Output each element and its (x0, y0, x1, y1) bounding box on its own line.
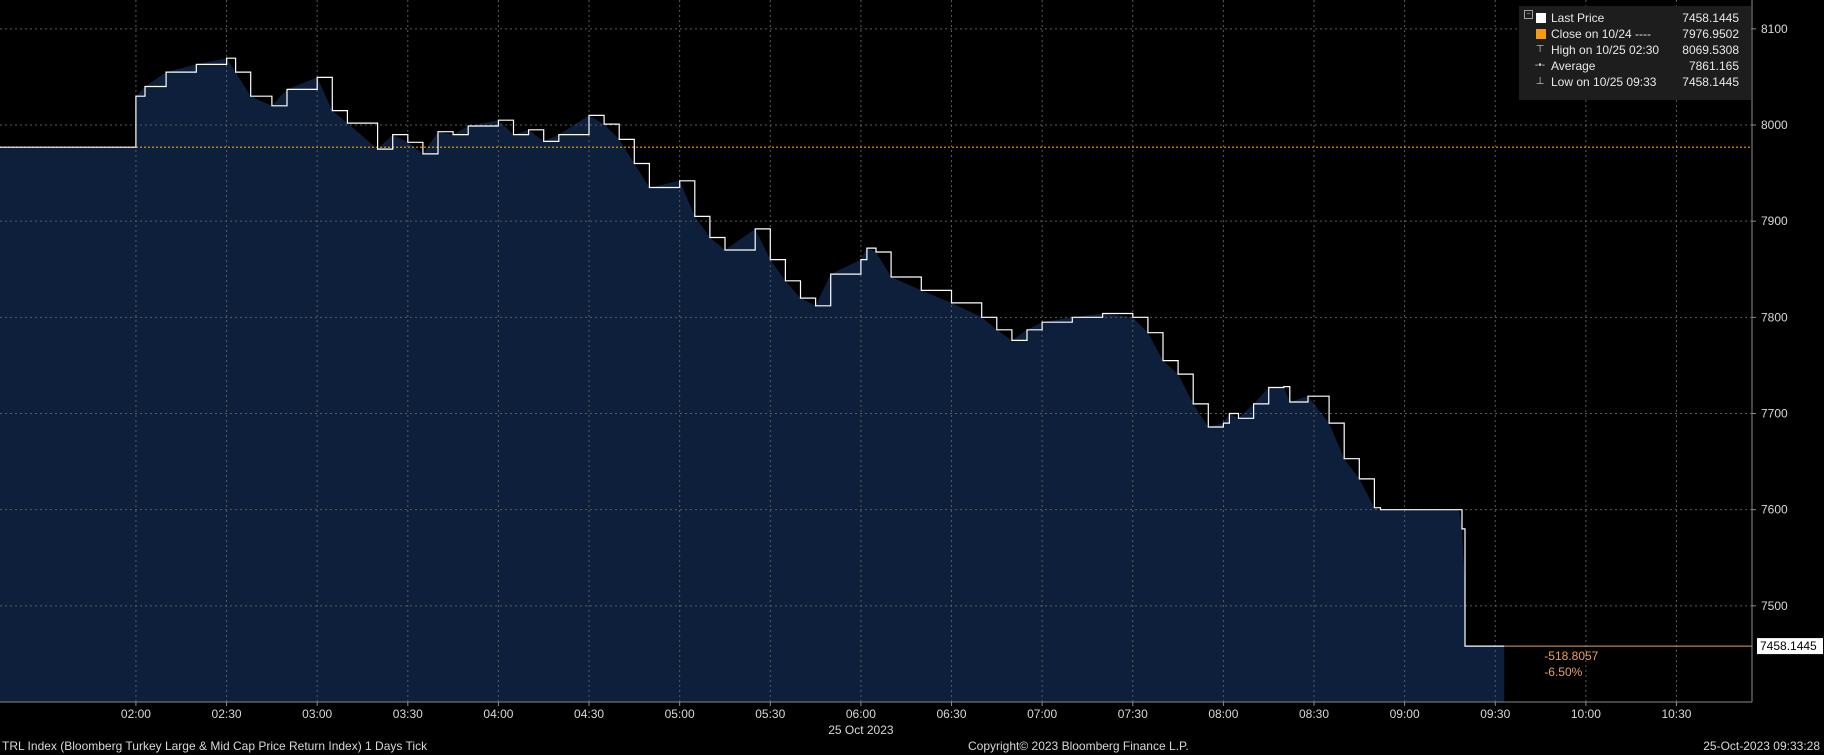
legend-label: Close on 10/24 ---- (1551, 27, 1652, 41)
x-tick-label: 06:00 (846, 707, 876, 721)
chart-footer: TRL Index (Bloomberg Turkey Large & Mid … (0, 737, 1824, 755)
x-tick-label: 04:00 (483, 707, 513, 721)
legend-value: 7458.1445 (1682, 11, 1739, 25)
price-area-fill (0, 58, 1505, 702)
x-tick-label: 10:00 (1571, 707, 1601, 721)
x-tick-label: 02:00 (121, 707, 151, 721)
average-marker-icon: -•- (1534, 60, 1546, 71)
y-tick-label: 7600 (1761, 503, 1788, 517)
change-percent-label: -6.50% (1544, 665, 1582, 679)
legend-collapse-icon[interactable]: − (1524, 10, 1533, 19)
y-tick-label: 7500 (1761, 599, 1788, 613)
legend-label: Last Price (1551, 11, 1605, 25)
x-tick-label: 07:30 (1118, 707, 1148, 721)
x-date-label: 25 Oct 2023 (828, 723, 894, 737)
y-tick-label: 7800 (1761, 310, 1788, 324)
legend-row-last-price: Last Price 7458.1445 (1519, 10, 1751, 26)
chart-legend: − Last Price 7458.1445 Close on 10/24 --… (1519, 6, 1751, 100)
x-tick-label: 08:30 (1299, 707, 1329, 721)
x-tick-label: 10:30 (1661, 707, 1691, 721)
high-marker-icon: ⊤ (1535, 44, 1545, 55)
legend-label: Average (1551, 59, 1596, 73)
x-tick-label: 09:30 (1480, 707, 1510, 721)
y-tick-label: 8000 (1761, 118, 1788, 132)
legend-value: 7861.165 (1688, 59, 1739, 73)
x-tick-label: 09:00 (1390, 707, 1420, 721)
x-tick-label: 06:30 (937, 707, 967, 721)
x-tick-label: 03:00 (302, 707, 332, 721)
footer-title: TRL Index (Bloomberg Turkey Large & Mid … (2, 739, 428, 753)
legend-label: Low on 10/25 09:33 (1551, 75, 1657, 89)
legend-value: 7976.9502 (1682, 27, 1739, 41)
x-tick-label: 05:30 (755, 707, 785, 721)
x-tick-label: 07:00 (1027, 707, 1057, 721)
y-tick-label: 7900 (1761, 214, 1788, 228)
legend-value: 7458.1445 (1682, 75, 1739, 89)
low-marker-icon: ⊥ (1535, 76, 1545, 87)
x-tick-label: 04:30 (574, 707, 604, 721)
last-price-axis-label: 7458.1445 (1760, 639, 1817, 653)
x-tick-label: 02:30 (212, 707, 242, 721)
footer-timestamp: 25-Oct-2023 09:33:28 (1703, 739, 1820, 753)
y-tick-label: 8100 (1761, 22, 1788, 36)
legend-row-high: ⊤ High on 10/25 02:30 8069.5308 (1519, 42, 1751, 58)
last-price-box (1757, 638, 1823, 655)
price-line (0, 57, 1505, 647)
legend-swatch-last-price (1536, 13, 1546, 23)
x-tick-label: 05:00 (665, 707, 695, 721)
legend-row-close: Close on 10/24 ---- 7976.9502 (1519, 26, 1751, 42)
legend-label: High on 10/25 02:30 (1551, 43, 1660, 57)
legend-swatch-close (1536, 29, 1546, 39)
x-tick-label: 08:00 (1208, 707, 1238, 721)
legend-row-average: -•- Average 7861.165 (1519, 58, 1751, 74)
legend-value: 8069.5308 (1682, 43, 1739, 57)
x-tick-label: 03:30 (393, 707, 423, 721)
footer-copyright: Copyright© 2023 Bloomberg Finance L.P. (968, 739, 1189, 753)
legend-row-low: ⊥ Low on 10/25 09:33 7458.1445 (1519, 74, 1751, 90)
change-absolute-label: -518.8057 (1544, 649, 1598, 663)
y-tick-label: 7700 (1761, 407, 1788, 421)
